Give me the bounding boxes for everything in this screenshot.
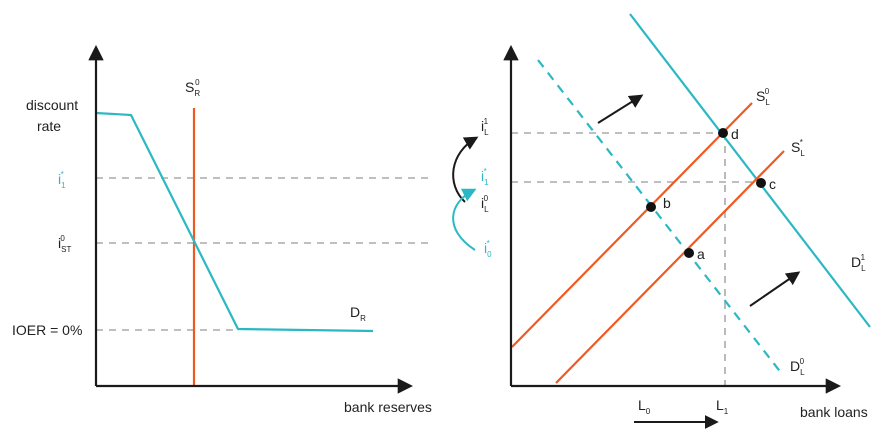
reserves-demand-label: DR — [350, 304, 366, 323]
loan-demand-0-label: DL0 — [790, 357, 805, 377]
policy-rate-rise-arrow — [452, 188, 477, 251]
loan-supply-0-label: SL0 — [756, 87, 770, 107]
i0-star-label: i0* — [484, 239, 492, 259]
point-b-marker — [646, 202, 656, 212]
i1-star-label-right: i1* — [481, 167, 489, 187]
loan-demand-1-label: DL1 — [851, 253, 866, 273]
loan-demand-curve-1 — [629, 13, 871, 328]
loan-supply-curve-1 — [555, 150, 785, 384]
iL0-label: iL0 — [481, 194, 489, 214]
discount-rate-line2: rate — [37, 118, 61, 134]
ioer-label: IOER = 0% — [12, 322, 82, 338]
loan-demand-curve-0 — [537, 59, 783, 375]
iL1-label: iL1 — [481, 117, 489, 137]
discount-rate-line1: discount — [26, 97, 78, 113]
L1-label: L1 — [716, 397, 729, 416]
reserves-market-panel: discount rate i1* iST0 IOER = 0% SR0 DR … — [12, 44, 432, 415]
point-a-marker — [684, 248, 694, 258]
lending-rate-rise-arrow — [452, 136, 479, 203]
point-c-label: c — [769, 176, 776, 192]
demand-shift-arrow-lower — [749, 271, 801, 307]
loan-supply-1-label: SL* — [791, 138, 805, 158]
ist-label: iST0 — [58, 234, 71, 254]
point-c-marker — [756, 178, 766, 188]
bank-reserves-label: bank reserves — [344, 399, 432, 415]
i1-star-label-left: i1* — [58, 170, 66, 190]
discount-rate-label: discount rate — [26, 97, 82, 134]
point-a-label: a — [697, 246, 705, 262]
point-d-marker — [718, 128, 728, 138]
bank-loans-label: bank loans — [800, 404, 868, 420]
L0-label: L0 — [638, 397, 651, 416]
loans-market-panel: d c b a iL1 i1* iL0 i0* SL0 SL* DL1 DL0 — [452, 13, 871, 429]
point-b-label: b — [663, 195, 671, 211]
reserves-demand-curve — [95, 111, 374, 333]
loan-supply-curve-0 — [511, 102, 753, 348]
point-d-label: d — [731, 126, 739, 142]
demand-shift-arrow-upper — [597, 94, 644, 124]
reserves-supply-label: SR0 — [185, 78, 200, 98]
